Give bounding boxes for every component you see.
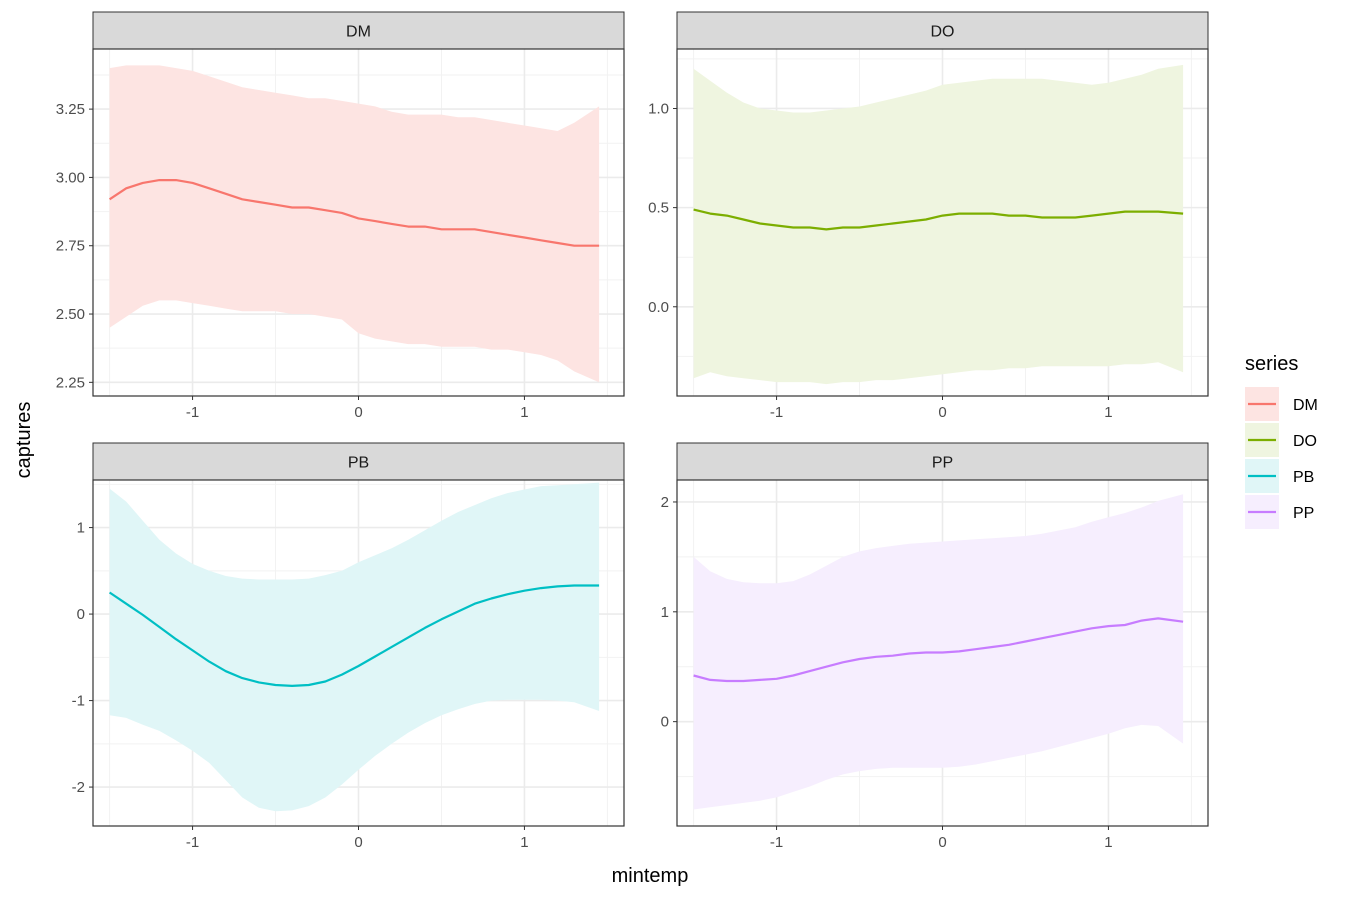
legend: series DM DO PB PP (1245, 353, 1318, 529)
x-tick-label: 1 (520, 404, 528, 421)
y-tick-label: 2.25 (56, 374, 85, 391)
x-axis-title: mintemp (612, 865, 689, 887)
legend-item-do: DO (1245, 423, 1317, 457)
series-line-pb (108, 584, 600, 688)
x-tick-label: 1 (1104, 834, 1112, 851)
x-tick-label: -1 (186, 834, 199, 851)
panel-dm: DM 2.25 2.50 2.75 3.00 3.25 -1 0 1 (56, 11, 625, 421)
facet-strip-label: PP (932, 455, 953, 472)
x-tick-label: -1 (770, 834, 783, 851)
facet-strip (676, 11, 1209, 50)
legend-item-dm: DM (1245, 387, 1318, 421)
facet-strip (92, 11, 625, 50)
legend-item-pb: PB (1245, 459, 1314, 493)
y-tick-label: 0.0 (648, 299, 669, 316)
x-tick-label: 0 (938, 834, 946, 851)
x-tick-label: 0 (354, 404, 362, 421)
y-tick-label: 0.5 (648, 200, 669, 217)
y-tick-label: 1 (77, 520, 85, 537)
y-tick-label: 2.75 (56, 238, 85, 255)
panel-do: DO 0.0 0.5 1.0 -1 0 1 (648, 11, 1209, 421)
legend-label: DM (1293, 397, 1318, 414)
y-tick-label: -2 (72, 779, 85, 796)
legend-label: PP (1293, 505, 1314, 522)
series-line-dm (108, 179, 600, 247)
y-tick-label: 2 (661, 494, 669, 511)
facet-strip (676, 442, 1209, 481)
credible-interval-ribbon (109, 482, 600, 812)
credible-interval-ribbon (693, 64, 1184, 385)
credible-interval-ribbon (109, 65, 600, 383)
facet-strip-label: PB (348, 455, 369, 472)
panel-pb: PB -2 -1 0 1 -1 0 1 (72, 442, 625, 851)
y-tick-label: -1 (72, 693, 85, 710)
y-tick-label: 0 (77, 606, 85, 623)
y-tick-label: 0 (661, 714, 669, 731)
series-line-do (693, 208, 1184, 231)
facet-strip-label: DM (346, 24, 371, 41)
x-tick-label: 0 (938, 404, 946, 421)
facet-strip-label: DO (931, 24, 955, 41)
y-tick-label: 3.00 (56, 169, 85, 186)
x-tick-label: 0 (354, 834, 362, 851)
legend-title: series (1245, 353, 1298, 375)
y-axis-title: captures (13, 402, 35, 479)
legend-label: DO (1293, 433, 1317, 450)
y-tick-label: 1.0 (648, 100, 669, 117)
y-tick-label: 3.25 (56, 101, 85, 118)
legend-label: PB (1293, 469, 1314, 486)
y-tick-label: 1 (661, 604, 669, 621)
legend-item-pp: PP (1245, 495, 1314, 529)
x-tick-label: 1 (1104, 404, 1112, 421)
panel-pp: PP 0 1 2 -1 0 1 (661, 442, 1209, 851)
series-line-pp (693, 617, 1184, 683)
x-tick-label: -1 (186, 404, 199, 421)
y-tick-label: 2.50 (56, 306, 85, 323)
facet-panels: DM 2.25 2.50 2.75 3.00 3.25 -1 0 1 DO 0.0 0.5 1.0 -1 0… (56, 11, 1209, 851)
x-tick-label: -1 (770, 404, 783, 421)
x-tick-label: 1 (520, 834, 528, 851)
